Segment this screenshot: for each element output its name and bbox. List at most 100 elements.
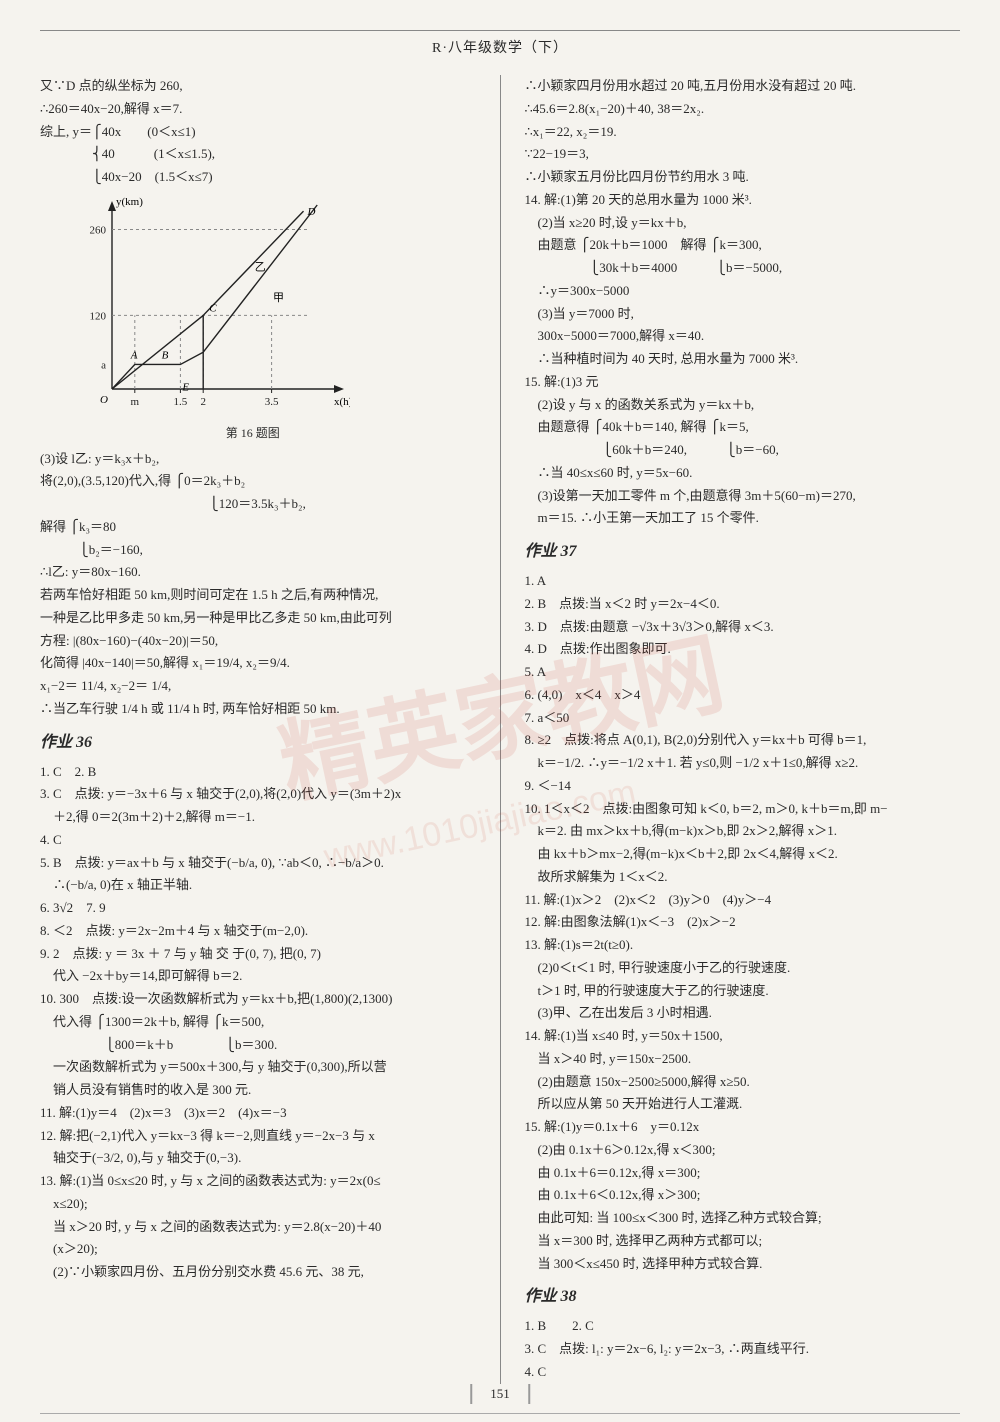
text-line: ∴当 40≤x≤60 时, y＝5x−60. bbox=[525, 462, 961, 485]
text-line: 方程: |(80x−160)−(40x−20)|＝50, bbox=[40, 630, 476, 653]
chart-svg: 120260am1.523.5OABECD乙甲y(km)x(h) bbox=[70, 195, 350, 415]
right-column: ∴小颖家四月份用水超过 20 吨,五月份用水没有超过 20 吨.∴45.6＝2.… bbox=[525, 75, 961, 1384]
text-line: ∴260＝40x−20,解得 x＝7. bbox=[40, 98, 476, 121]
text-line: 将(2,0),(3.5,120)代入,得 ⎧0＝2k₃＋b₂ bbox=[40, 470, 476, 493]
text-line: ⎩30k＋b＝4000 ⎩b＝−5000, bbox=[525, 257, 961, 280]
svg-text:A: A bbox=[130, 349, 138, 361]
svg-text:B: B bbox=[162, 349, 169, 361]
text-line: 由 0.1x＋6＝0.12x,得 x＝300; bbox=[525, 1162, 961, 1185]
text-line: 代入 −2x＋by＝14,即可解得 b＝2. bbox=[40, 965, 476, 988]
text-line: 代入得 ⎧1300＝2k＋b, 解得 ⎧k＝500, bbox=[40, 1011, 476, 1034]
chart-caption: 第 16 题图 bbox=[30, 423, 476, 444]
text-line: m＝15. ∴小王第一天加工了 15 个零件. bbox=[525, 507, 961, 530]
text-line: 当 x＞40 时, y＝150x−2500. bbox=[525, 1048, 961, 1071]
text-line: ∴小颖家五月份比四月份节约用水 3 吨. bbox=[525, 166, 961, 189]
svg-text:120: 120 bbox=[90, 310, 107, 322]
text-line: 6. (4,0) x＜4 x＞4 bbox=[525, 684, 961, 707]
svg-text:m: m bbox=[131, 396, 140, 408]
text-line: 5. A bbox=[525, 661, 961, 684]
text-line: ∴y＝300x−5000 bbox=[525, 280, 961, 303]
text-line: 由 0.1x＋6＜0.12x,得 x＞300; bbox=[525, 1184, 961, 1207]
svg-text:260: 260 bbox=[90, 224, 107, 236]
text-line: x≤20); bbox=[40, 1193, 476, 1216]
text-line: 一次函数解析式为 y＝500x＋300,与 y 轴交于(0,300),所以营 bbox=[40, 1056, 476, 1079]
text-line: 6. 3√2 7. 9 bbox=[40, 897, 476, 920]
text-line: 由题意得 ⎧40k＋b＝140, 解得 ⎧k＝5, bbox=[525, 416, 961, 439]
text-line: 11. 解:(1)x＞2 (2)x＜2 (3)y＞0 (4)y＞−4 bbox=[525, 889, 961, 912]
text-line: 10. 300 点拨:设一次函数解析式为 y＝kx＋b,把(1,800)(2,1… bbox=[40, 988, 476, 1011]
svg-text:x(h): x(h) bbox=[334, 396, 350, 408]
text-line: 2. B 点拨:当 x＜2 时 y＝2x−4＜0. bbox=[525, 593, 961, 616]
svg-text:3.5: 3.5 bbox=[265, 396, 279, 408]
text-line: 3. C 点拨: y＝−3x＋6 与 x 轴交于(2,0),将(2,0)代入 y… bbox=[40, 783, 476, 806]
text-line: k＝−1/2. ∴y＝−1/2 x＋1. 若 y≤0,则 −1/2 x＋1≤0,… bbox=[525, 752, 961, 775]
text-line: 4. C bbox=[525, 1361, 961, 1384]
text-line: 所以应从第 50 天开始进行人工灌溉. bbox=[525, 1093, 961, 1116]
text-line: (3)甲、乙在出发后 3 小时相遇. bbox=[525, 1002, 961, 1025]
line-chart: 120260am1.523.5OABECD乙甲y(km)x(h)第 16 题图 bbox=[70, 195, 476, 444]
text-line: 8. ＜2 点拨: y＝2x−2m＋4 与 x 轴交于(m−2,0). bbox=[40, 920, 476, 943]
section-title: 作业 37 bbox=[525, 538, 961, 566]
page-header: R·八年级数学（下） bbox=[40, 37, 960, 57]
text-line: 故所求解集为 1＜x＜2. bbox=[525, 866, 961, 889]
text-line: ∴45.6＝2.8(x₁−20)＋40, 38＝2x₂. bbox=[525, 98, 961, 121]
svg-text:E: E bbox=[181, 381, 189, 393]
text-line: 由此可知: 当 100≤x＜300 时, 选择乙种方式较合算; bbox=[525, 1207, 961, 1230]
text-line: 5. B 点拨: y＝ax＋b 与 x 轴交于(−b/a, 0), ∵ab＜0,… bbox=[40, 852, 476, 875]
section-title: 作业 38 bbox=[525, 1283, 961, 1311]
text-line: 14. 解:(1)当 x≤40 时, y＝50x＋1500, bbox=[525, 1025, 961, 1048]
text-line: 解得 ⎧k₃＝80 bbox=[40, 516, 476, 539]
text-line: 13. 解:(1)当 0≤x≤20 时, y 与 x 之间的函数表达式为: y＝… bbox=[40, 1170, 476, 1193]
text-line: (3)设 l乙: y＝k₃x＋b₂, bbox=[40, 448, 476, 471]
text-line: (2)由题意 150x−2500≥5000,解得 x≥50. bbox=[525, 1071, 961, 1094]
text-line: 当 x＝300 时, 选择甲乙两种方式都可以; bbox=[525, 1230, 961, 1253]
text-line: ⎩800＝k＋b ⎩b＝300. bbox=[40, 1034, 476, 1057]
text-line: 当 300＜x≤450 时, 选择甲种方式较合算. bbox=[525, 1253, 961, 1276]
text-line: ⎩b₂＝−160, bbox=[40, 539, 476, 562]
text-line: (2)∵小颖家四月份、五月份分别交水费 45.6 元、38 元, bbox=[40, 1261, 476, 1284]
text-line: 15. 解:(1)3 元 bbox=[525, 371, 961, 394]
text-line: 15. 解:(1)y＝0.1x＋6 y＝0.12x bbox=[525, 1116, 961, 1139]
text-line: 轴交于(−3/2, 0),与 y 轴交于(0,−3). bbox=[40, 1147, 476, 1170]
text-line: ⎩120＝3.5k₃＋b₂, bbox=[40, 493, 476, 516]
text-line: 化简得 |40x−140|＝50,解得 x₁＝19/4, x₂＝9/4. bbox=[40, 652, 476, 675]
text-line: 又∵D 点的纵坐标为 260, bbox=[40, 75, 476, 98]
text-line: 1. B 2. C bbox=[525, 1315, 961, 1338]
text-line: 7. a＜50 bbox=[525, 707, 961, 730]
svg-text:y(km): y(km) bbox=[116, 196, 143, 208]
svg-text:2: 2 bbox=[200, 396, 206, 408]
text-line: (2)由 0.1x＋6＞0.12x,得 x＜300; bbox=[525, 1139, 961, 1162]
text-line: 9. ＜−14 bbox=[525, 775, 961, 798]
text-line: ⎨40 (1＜x≤1.5), bbox=[40, 143, 476, 166]
text-line: 4. C bbox=[40, 829, 476, 852]
text-line: ∴l乙: y＝80x−160. bbox=[40, 561, 476, 584]
text-line: 若两车恰好相距 50 km,则时间可定在 1.5 h 之后,有两种情况, bbox=[40, 584, 476, 607]
svg-text:D: D bbox=[307, 206, 316, 218]
text-line: ∵22−19＝3, bbox=[525, 143, 961, 166]
page-number: 151 bbox=[470, 1384, 530, 1404]
text-line: ∴小颖家四月份用水超过 20 吨,五月份用水没有超过 20 吨. bbox=[525, 75, 961, 98]
text-line: 11. 解:(1)y＝4 (2)x＝3 (3)x＝2 (4)x＝−3 bbox=[40, 1102, 476, 1125]
text-line: 9. 2 点拨: y ＝ 3x ＋ 7 与 y 轴 交 于(0, 7), 把(0… bbox=[40, 943, 476, 966]
text-line: (2)设 y 与 x 的函数关系式为 y＝kx＋b, bbox=[525, 394, 961, 417]
text-line: 1. A bbox=[525, 570, 961, 593]
text-line: ∴(−b/a, 0)在 x 轴正半轴. bbox=[40, 874, 476, 897]
text-line: (2)当 x≥20 时,设 y＝kx＋b, bbox=[525, 212, 961, 235]
left-column: 又∵D 点的纵坐标为 260,∴260＝40x−20,解得 x＝7.综上, y＝… bbox=[40, 75, 476, 1384]
section-title: 作业 36 bbox=[40, 729, 476, 757]
text-line: (x＞20); bbox=[40, 1238, 476, 1261]
text-line: ⎩60k＋b＝240, ⎩b＝−60, bbox=[525, 439, 961, 462]
text-line: 4. D 点拨:作出图象即可. bbox=[525, 638, 961, 661]
svg-text:O: O bbox=[100, 394, 108, 406]
text-line: 由题意 ⎧20k＋b＝1000 解得 ⎧k＝300, bbox=[525, 234, 961, 257]
text-line: 3. C 点拨: l₁: y＝2x−6, l₂: y＝2x−3, ∴两直线平行. bbox=[525, 1338, 961, 1361]
text-line: 销人员没有销售时的收入是 300 元. bbox=[40, 1079, 476, 1102]
text-line: k＝2. 由 mx＞kx＋b,得(m−k)x＞b,即 2x＞2,解得 x＞1. bbox=[525, 820, 961, 843]
text-line: 当 x＞20 时, y 与 x 之间的函数表达式为: y＝2.8(x−20)＋4… bbox=[40, 1216, 476, 1239]
svg-text:a: a bbox=[101, 359, 106, 371]
text-line: 3. D 点拨:由题意 −√3x＋3√3＞0,解得 x＜3. bbox=[525, 616, 961, 639]
content-columns: 又∵D 点的纵坐标为 260,∴260＝40x−20,解得 x＝7.综上, y＝… bbox=[40, 75, 960, 1384]
text-line: 300x−5000＝7000,解得 x＝40. bbox=[525, 325, 961, 348]
text-line: 1. C 2. B bbox=[40, 761, 476, 784]
svg-text:1.5: 1.5 bbox=[174, 396, 188, 408]
